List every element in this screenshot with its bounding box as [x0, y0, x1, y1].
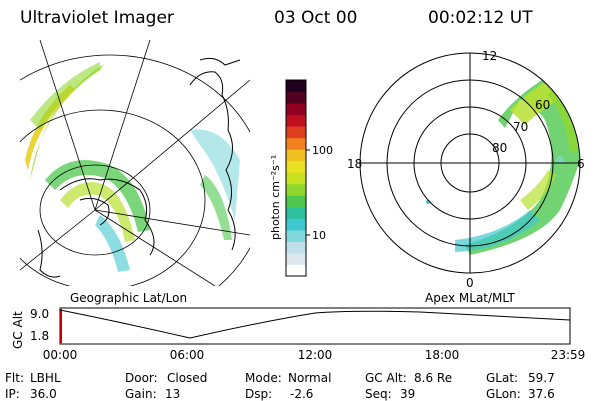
- time-label: 00:02:12 UT: [428, 8, 533, 28]
- colorbar-segment: [286, 137, 306, 150]
- status-mode-label: Mode:: [245, 371, 282, 385]
- colorbar-segment: [286, 195, 306, 208]
- colorbar-segment: [286, 264, 306, 277]
- altitude-curve: [59, 309, 571, 339]
- status-flt-value: LBHL: [30, 371, 61, 385]
- colorbar-segment: [286, 91, 306, 104]
- status-gcalt-label: GC Alt:: [365, 371, 407, 385]
- lat-label-60: 60: [535, 98, 550, 112]
- altitude-plot: GC Alt 9.0 1.8 00:00 06:00 12:00 18:00 2…: [11, 307, 585, 362]
- date-label: 03 Oct 00: [274, 8, 358, 28]
- alt-xtick-0600: 06:00: [170, 348, 205, 362]
- colorbar-segment: [286, 229, 306, 242]
- alt-xtick-1200: 12:00: [298, 348, 333, 362]
- lat-label-70: 70: [513, 120, 528, 134]
- status-door-label: Door:: [125, 371, 158, 385]
- alt-xtick-0000: 00:00: [43, 348, 78, 362]
- colorbar-segment: [286, 206, 306, 219]
- colorbar-unit-label: photon cm⁻²s⁻¹: [269, 155, 282, 240]
- status-glon-value: 37.6: [528, 387, 555, 401]
- colorbar-segment: [286, 172, 306, 185]
- alt-xtick-2359: 23:59: [551, 348, 586, 362]
- polar-plot: 12 18 6 0 60 70 80: [347, 49, 585, 290]
- colorbar-segment: [286, 241, 306, 254]
- alt-ylabel: GC Alt: [11, 311, 25, 349]
- alt-ytick-1-8: 1.8: [30, 329, 49, 343]
- status-flt-label: Flt:: [5, 371, 24, 385]
- geographic-map: [20, 40, 250, 286]
- status-seq-value: 39: [400, 387, 416, 401]
- colorbar-segment: [286, 114, 306, 127]
- colorbar-tick-10: 10: [312, 229, 326, 242]
- alt-ytick-9: 9.0: [30, 307, 49, 321]
- colorbar-segment: [286, 103, 306, 116]
- colorbar-segment: [286, 126, 306, 139]
- app-title: Ultraviolet Imager: [20, 8, 174, 28]
- mlt-label-0: 0: [466, 276, 474, 290]
- status-ip-value: 36.0: [30, 387, 57, 401]
- polar-grid: [359, 52, 581, 274]
- coastlines: [37, 57, 241, 278]
- status-seq-label: Seq:: [365, 387, 392, 401]
- colorbar-segment: [286, 252, 306, 265]
- status-glat-label: GLat:: [486, 371, 519, 385]
- status-glat-value: 59.7: [528, 371, 555, 385]
- colorbar-segment: [286, 149, 306, 162]
- colorbar: 100 10 photon cm⁻²s⁻¹: [269, 79, 333, 277]
- lat-label-80: 80: [492, 141, 507, 155]
- colorbar-segment: [286, 160, 306, 173]
- status-gain-value: 13: [165, 387, 181, 401]
- apex-caption: Apex MLat/MLT: [425, 291, 515, 305]
- status-glon-label: GLon:: [486, 387, 521, 401]
- status-door-value: Closed: [167, 371, 208, 385]
- alt-xtick-1800: 18:00: [425, 348, 460, 362]
- geo-caption: Geographic Lat/Lon: [70, 291, 187, 305]
- auroral-emission-geo: [25, 62, 240, 272]
- status-ip-label: IP:: [5, 387, 20, 401]
- lat-lon-grid: [20, 40, 250, 286]
- status-dsp-value: -2.6: [290, 387, 314, 401]
- status-gain-label: Gain:: [125, 387, 157, 401]
- status-mode-value: Normal: [288, 371, 332, 385]
- colorbar-tick-100: 100: [312, 144, 333, 157]
- mlt-label-6: 6: [577, 157, 585, 171]
- status-gcalt-value: 8.6 Re: [414, 371, 453, 385]
- colorbar-segment: [286, 80, 306, 93]
- status-dsp-label: Dsp:: [245, 387, 273, 401]
- mlt-label-18: 18: [347, 157, 362, 171]
- colorbar-segment: [286, 183, 306, 196]
- colorbar-segment: [286, 218, 306, 231]
- mlt-label-12: 12: [482, 49, 497, 63]
